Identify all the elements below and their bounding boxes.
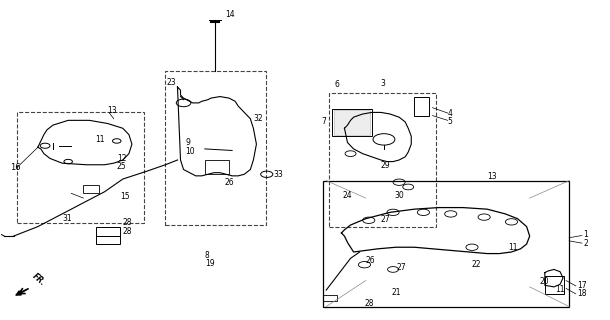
Text: 26: 26 [366, 256, 375, 265]
Text: 4: 4 [448, 108, 453, 117]
Text: 15: 15 [120, 192, 129, 201]
Bar [205, 160, 229, 174]
Text: 33: 33 [273, 170, 283, 179]
Text: 19: 19 [205, 259, 215, 268]
Text: 28: 28 [365, 299, 374, 308]
Text: 25: 25 [117, 163, 126, 172]
Text: 26: 26 [225, 178, 234, 187]
Text: 30: 30 [395, 191, 404, 200]
Text: 3: 3 [381, 79, 386, 88]
Text: 2: 2 [583, 239, 588, 248]
Text: 28: 28 [123, 218, 132, 227]
Bar [329, 93, 436, 227]
Text: 27: 27 [381, 215, 390, 224]
Text: 17: 17 [577, 281, 587, 290]
Text: 20: 20 [539, 277, 549, 286]
Text: 31: 31 [62, 214, 72, 223]
Text: 8: 8 [205, 251, 210, 260]
Bar [332, 109, 371, 136]
Text: 11: 11 [96, 135, 105, 144]
Text: 9: 9 [185, 138, 190, 147]
Bar [165, 71, 265, 225]
Bar [16, 112, 144, 223]
Text: 29: 29 [381, 161, 390, 170]
Text: FR.: FR. [30, 272, 47, 288]
Bar [334, 110, 370, 135]
Bar [323, 180, 569, 307]
Text: 24: 24 [343, 191, 352, 200]
Text: 21: 21 [392, 288, 401, 297]
Text: 32: 32 [253, 114, 263, 123]
Text: 13: 13 [487, 172, 497, 181]
Text: 14: 14 [225, 10, 234, 19]
Bar [323, 295, 337, 301]
Text: 16: 16 [10, 164, 21, 172]
Bar [96, 227, 120, 236]
Text: 7: 7 [321, 117, 326, 126]
Text: 1: 1 [583, 230, 588, 239]
Bar [414, 97, 429, 116]
Text: 18: 18 [577, 289, 587, 298]
Text: 11: 11 [508, 243, 518, 252]
Text: 5: 5 [448, 117, 453, 126]
Text: 12: 12 [117, 154, 126, 163]
Text: 11: 11 [555, 285, 565, 294]
Text: 6: 6 [334, 80, 339, 89]
Text: 22: 22 [472, 260, 481, 269]
Text: 13: 13 [107, 106, 117, 115]
Bar [545, 276, 564, 294]
Text: 10: 10 [185, 147, 195, 156]
Text: 28: 28 [123, 227, 132, 236]
Bar [96, 236, 120, 244]
Bar [84, 185, 99, 193]
Text: 23: 23 [167, 78, 176, 87]
Text: 27: 27 [396, 263, 406, 272]
